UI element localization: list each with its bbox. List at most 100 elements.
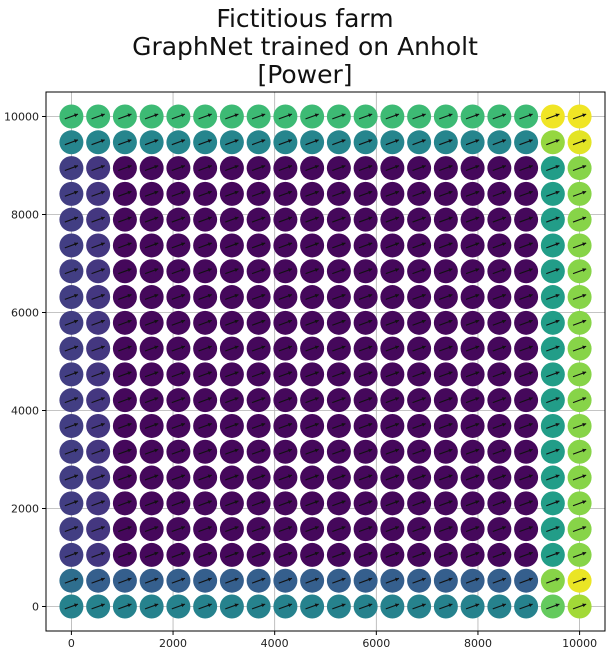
wind-arrow-head (207, 448, 212, 453)
wind-arrow-head (421, 242, 426, 247)
wind-arrow-head (555, 294, 560, 298)
wind-arrow-head (555, 319, 560, 324)
wind-arrow-head (261, 113, 266, 118)
wind-arrow-head (368, 422, 373, 427)
wind-arrow-head (394, 422, 399, 427)
wind-arrow-head (582, 139, 587, 143)
wind-arrow-head (181, 113, 185, 118)
wind-arrow-head (448, 397, 453, 401)
wind-arrow-head (207, 216, 212, 221)
wind-arrow-head (127, 242, 132, 247)
wind-arrow-head (74, 216, 78, 221)
wind-arrow-head (394, 345, 399, 350)
wind-arrow-head (448, 113, 453, 118)
wind-arrow-head (368, 577, 373, 582)
wind-arrow-head (475, 319, 480, 324)
wind-arrow-head (501, 345, 506, 350)
wind-arrow-head (448, 165, 453, 169)
wind-arrow-head (314, 526, 319, 530)
wind-arrow-head (394, 139, 399, 143)
wind-arrow-head (74, 551, 78, 556)
wind-arrow-head (421, 526, 426, 530)
wind-arrow-head (501, 319, 506, 324)
wind-arrow-head (154, 474, 159, 479)
wind-arrow-head (341, 577, 346, 582)
wind-arrow-head (154, 268, 159, 272)
wind-arrow-head (288, 268, 292, 272)
wind-arrow-head (341, 139, 346, 143)
wind-arrow-head (341, 294, 346, 298)
wind-arrow-head (421, 113, 426, 118)
wind-arrow-head (234, 422, 239, 427)
wind-arrow-head (261, 371, 266, 376)
wind-arrow-head (528, 397, 533, 401)
wind-arrow-head (421, 551, 426, 556)
wind-arrow-head (341, 422, 346, 427)
wind-arrow-head (501, 551, 506, 556)
wind-arrow-head (501, 397, 506, 401)
wind-arrow-head (74, 113, 78, 118)
wind-arrow-head (288, 500, 292, 504)
wind-arrow-head (181, 268, 185, 272)
wind-arrow-head (421, 216, 426, 221)
wind-arrow-head (181, 216, 185, 221)
wind-arrow-head (100, 139, 105, 143)
wind-arrow-head (207, 526, 212, 530)
wind-arrow-head (475, 345, 480, 350)
x-tick-label: 2000 (159, 637, 187, 650)
wind-arrow-head (448, 577, 453, 582)
wind-arrow-head (475, 448, 480, 453)
wind-arrow-head (448, 139, 453, 143)
wind-arrow-head (154, 371, 159, 376)
wind-arrow-head (555, 577, 560, 582)
wind-arrow-head (261, 216, 266, 221)
wind-arrow-head (475, 190, 480, 195)
wind-arrow-head (555, 216, 560, 221)
wind-arrow-head (288, 551, 292, 556)
wind-arrow-head (74, 500, 78, 504)
wind-arrow-head (314, 113, 319, 118)
wind-arrow-head (74, 165, 78, 169)
wind-arrow-head (394, 474, 399, 479)
wind-arrow-head (100, 397, 105, 401)
wind-arrow-head (74, 190, 78, 195)
wind-arrow-head (528, 474, 533, 479)
wind-arrow-head (154, 500, 159, 504)
wind-arrow-head (127, 294, 132, 298)
wind-arrow-head (154, 345, 159, 350)
x-tick-label: 0 (68, 637, 75, 650)
wind-arrow-head (100, 551, 105, 556)
wind-arrow-head (207, 500, 212, 504)
wind-arrow-head (528, 448, 533, 453)
wind-arrow-head (555, 422, 560, 427)
wind-arrow-head (368, 216, 373, 221)
wind-arrow-head (314, 242, 319, 247)
wind-arrow-head (528, 577, 533, 582)
wind-arrow-head (154, 190, 159, 195)
wind-arrow-head (207, 397, 212, 401)
wind-arrow-head (341, 216, 346, 221)
wind-arrow-head (555, 551, 560, 556)
wind-arrow-head (421, 603, 426, 608)
wind-arrow-head (261, 422, 266, 427)
wind-arrow-head (368, 397, 373, 401)
wind-arrow-head (448, 242, 453, 247)
wind-arrow-head (207, 577, 212, 582)
wind-arrow-head (368, 165, 373, 169)
wind-arrow-head (207, 190, 212, 195)
wind-arrow-head (288, 577, 292, 582)
wind-arrow-head (127, 397, 132, 401)
wind-arrow-head (528, 422, 533, 427)
wind-arrow-head (421, 397, 426, 401)
wind-arrow-head (582, 268, 587, 272)
wind-arrow-head (261, 294, 266, 298)
wind-arrow-head (154, 165, 159, 169)
wind-arrow-head (555, 371, 560, 376)
y-axis: 0 2000 4000 6000 8000 10000 (4, 111, 46, 614)
wind-arrow-head (74, 603, 78, 608)
wind-arrow-head (154, 422, 159, 427)
wind-arrow-head (314, 294, 319, 298)
wind-arrow-head (341, 371, 346, 376)
wind-arrow-head (100, 500, 105, 504)
wind-arrow-head (582, 319, 587, 324)
